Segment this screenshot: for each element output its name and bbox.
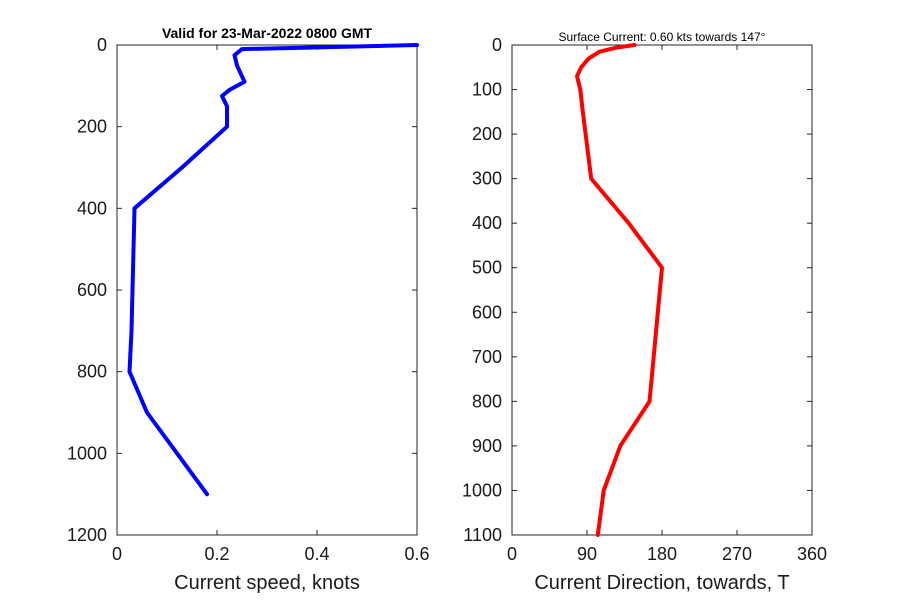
chart-2-ytick-label: 300 — [472, 169, 502, 189]
chart-1-series-line — [127, 43, 419, 497]
chart-2-xtick-label: 270 — [722, 544, 752, 564]
chart-2-ytick-label: 1000 — [462, 480, 502, 500]
chart-1-ytick-label: 1000 — [67, 443, 107, 463]
chart-1-xtick-label: 0.4 — [304, 544, 329, 564]
chart-2-ytick-label: 1100 — [463, 525, 502, 545]
chart-1-ytick-label: 800 — [77, 362, 107, 382]
chart-2-series-line — [575, 43, 664, 537]
chart-1-xtick-label: 0.2 — [204, 544, 229, 564]
chart-2-frame — [511, 44, 813, 536]
chart-2-xlabel: Current Direction, towards, T — [534, 572, 789, 594]
chart-2-ytick-label: 500 — [472, 258, 502, 278]
chart-1-ytick-label: 0 — [97, 35, 107, 55]
chart-1-ytick-label: 600 — [77, 280, 107, 300]
chart-2-xtick-label: 360 — [797, 544, 827, 564]
chart-1-ytick-label: 200 — [77, 117, 107, 137]
chart-2-xtick-label: 180 — [647, 544, 677, 564]
chart-1-frame — [116, 44, 418, 536]
chart-1-xlabel: Current speed, knots — [174, 572, 360, 594]
chart-2-title: Surface Current: 0.60 kts towards 147° — [559, 30, 766, 44]
chart-2-ytick-label: 900 — [472, 436, 502, 456]
chart-1-ytick-label: 400 — [77, 198, 107, 218]
chart-2-ytick-label: 0 — [492, 35, 502, 55]
chart-2-xtick-label: 0 — [507, 544, 517, 564]
chart-2-ytick-label: 600 — [472, 302, 502, 322]
chart-2-ytick-label: 100 — [472, 80, 502, 100]
chart-1-ytick-label: 1200 — [67, 525, 107, 545]
chart-1-xtick-label: 0 — [112, 544, 122, 564]
chart-1-xtick-label: 0.6 — [404, 544, 429, 564]
chart-1-title: Valid for 23-Mar-2022 0800 GMT — [162, 25, 373, 41]
chart-2-ytick-label: 700 — [472, 347, 502, 367]
chart-2-ytick-label: 400 — [472, 213, 502, 233]
chart-2-ytick-label: 200 — [472, 124, 502, 144]
chart-2-xtick-label: 90 — [577, 544, 597, 564]
chart-2-ytick-label: 800 — [472, 391, 502, 411]
